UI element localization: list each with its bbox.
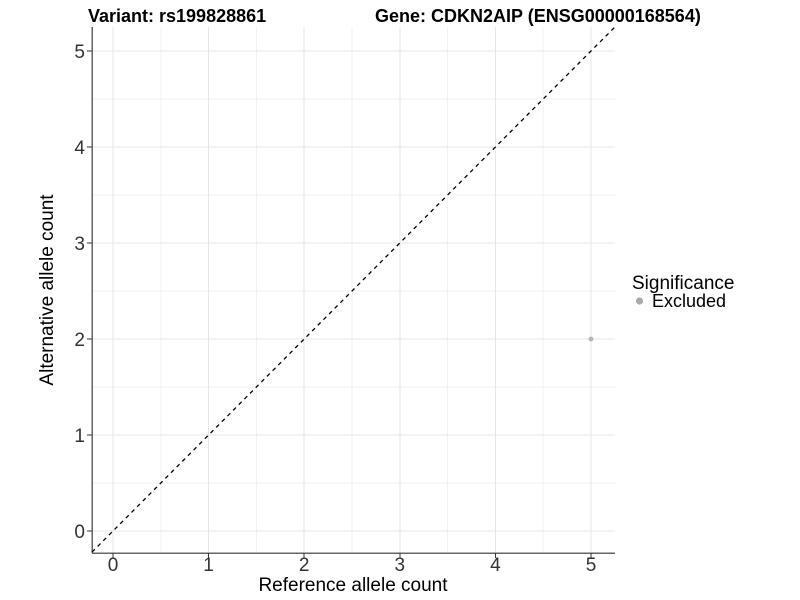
minor-gridlines <box>92 27 615 553</box>
svg-text:2: 2 <box>299 555 310 576</box>
x-axis-title: Reference allele count <box>258 575 448 596</box>
svg-text:1: 1 <box>74 426 85 447</box>
svg-text:4: 4 <box>490 555 501 576</box>
identity-dashed-line <box>91 26 616 553</box>
legend-key-circle-icon <box>635 297 644 305</box>
svg-text:3: 3 <box>74 234 85 255</box>
svg-text:0: 0 <box>108 555 119 576</box>
data-points <box>588 336 594 342</box>
svg-text:4: 4 <box>74 138 85 159</box>
svg-text:2: 2 <box>74 330 85 351</box>
legend: Significance Excluded <box>632 273 734 311</box>
svg-text:1: 1 <box>203 555 214 576</box>
svg-text:0: 0 <box>74 522 85 543</box>
svg-text:5: 5 <box>586 555 597 576</box>
axis-lines <box>91 27 615 554</box>
svg-text:5: 5 <box>74 42 85 63</box>
svg-text:3: 3 <box>395 555 406 576</box>
plot-title-gene: Gene: CDKN2AIP (ENSG00000168564) <box>375 6 701 26</box>
y-tick-labels: 0 1 2 3 4 5 <box>74 42 85 543</box>
axis-tick-marks <box>87 50 592 558</box>
legend-item-label: Excluded <box>652 291 726 311</box>
major-gridlines <box>92 27 615 553</box>
x-tick-labels: 0 1 2 3 4 5 <box>108 555 597 576</box>
plot-title-variant: Variant: rs199828861 <box>88 6 266 26</box>
legend-title: Significance <box>632 273 734 294</box>
y-axis-title: Alternative allele count <box>37 194 58 386</box>
